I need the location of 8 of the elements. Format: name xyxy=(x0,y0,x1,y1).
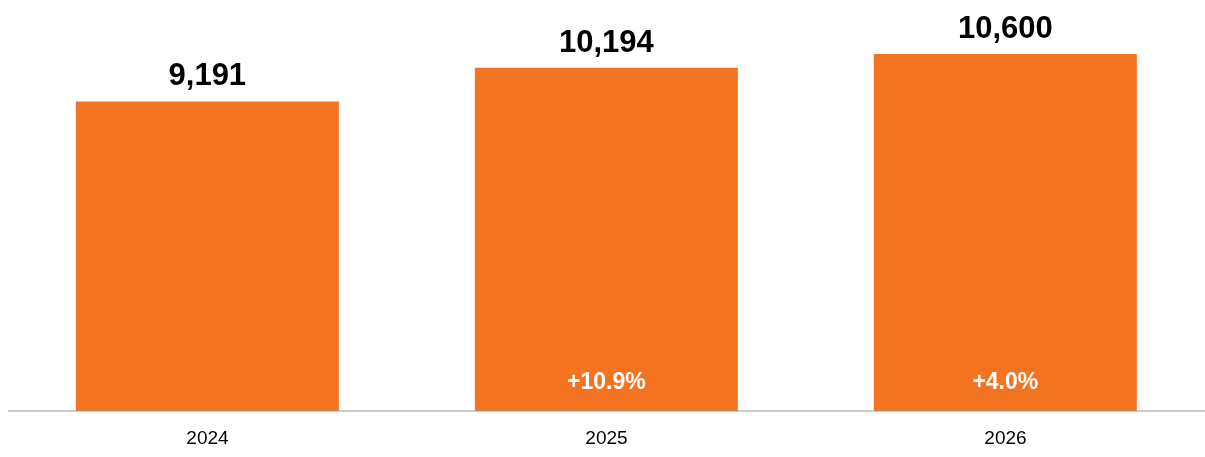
x-tick-label: 2026 xyxy=(984,427,1027,449)
data-label: 10,600 xyxy=(957,10,1053,45)
annotation: +10.9% xyxy=(567,368,646,394)
x-tick-label: 2024 xyxy=(186,427,230,449)
data-label: 10,194 xyxy=(558,23,655,59)
data-label: 9,191 xyxy=(168,57,247,93)
x-tick-label: 2025 xyxy=(585,427,628,449)
annotation: +4.0% xyxy=(972,368,1039,394)
